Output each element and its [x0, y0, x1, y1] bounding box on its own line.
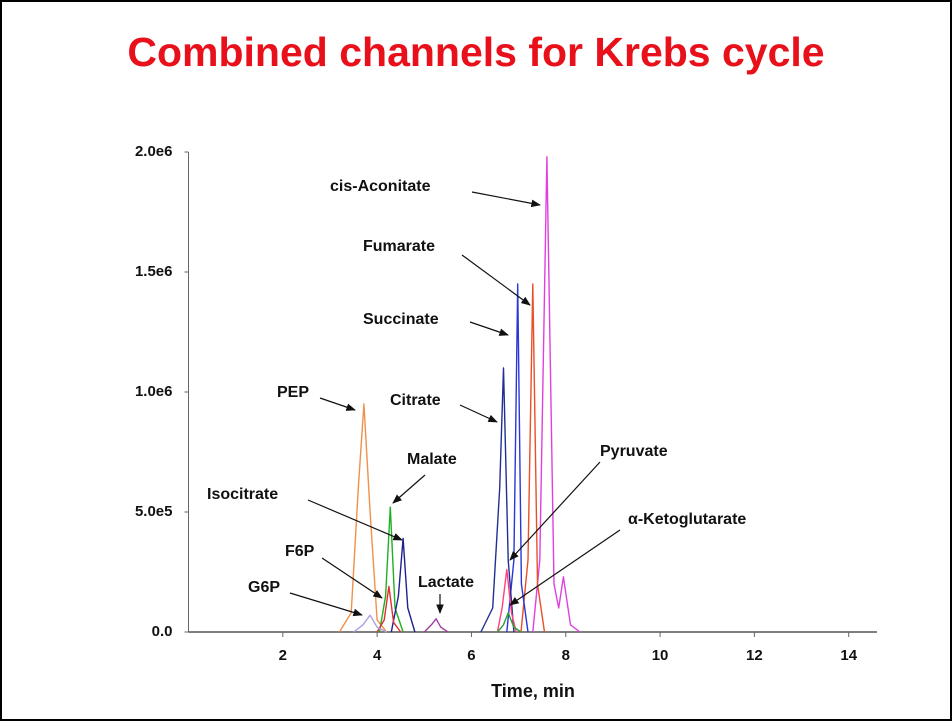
- annotation-arrow: [509, 461, 601, 561]
- x-tick-label: 6: [467, 647, 475, 664]
- annotation-arrow: [321, 557, 383, 599]
- chromatogram-trace: [423, 618, 449, 633]
- x-tick-label: 8: [562, 647, 570, 664]
- annotation-arrow: [471, 191, 541, 208]
- x-tick-label: 14: [840, 647, 857, 664]
- annotation-arrow: [461, 254, 531, 306]
- y-tick-label: 2.0e6: [135, 143, 173, 160]
- peak-label: Pyruvate: [600, 443, 668, 460]
- x-tick-label: 12: [746, 647, 763, 664]
- annotation-arrow: [469, 321, 509, 336]
- peak-label: Malate: [407, 451, 457, 468]
- chromatogram-trace: [480, 367, 515, 633]
- chart-title: Combined channels for Krebs cycle: [127, 29, 824, 75]
- chromatogram-trace: [378, 506, 404, 633]
- peak-label: F6P: [285, 543, 315, 560]
- chromatogram-trace: [520, 283, 546, 633]
- chromatogram-trace: [496, 568, 517, 633]
- x-tick-label: 2: [279, 647, 287, 664]
- annotation-arrow: [509, 529, 621, 606]
- chromatogram-trace: [532, 156, 581, 633]
- peak-label: Succinate: [363, 311, 439, 328]
- peak-label: PEP: [277, 384, 309, 401]
- chromatogram-trace: [376, 585, 402, 633]
- chromatogram-trace: [338, 403, 388, 633]
- peak-label: α-Ketoglutarate: [628, 511, 746, 528]
- chromatogram-trace: [390, 537, 416, 633]
- chromatogram-trace: [506, 283, 529, 633]
- annotation-arrow: [289, 592, 363, 617]
- annotation-arrow: [307, 499, 403, 541]
- x-axis-title: Time, min: [491, 681, 575, 701]
- annotation-arrow: [459, 404, 498, 423]
- y-tick-label: 0.0: [152, 623, 173, 640]
- peak-label: Citrate: [390, 392, 441, 409]
- peak-label: Isocitrate: [207, 486, 278, 503]
- x-tick-label: 4: [373, 647, 382, 664]
- annotation-arrow: [319, 397, 356, 411]
- plot: 0.0 5.0e5 1.0e6 1.5e6 2.0e6 2 4 6 8 10 12 14 cis-Aco…: [135, 143, 877, 664]
- chromatogram-trace: [496, 612, 522, 633]
- annotation-arrow: [392, 474, 426, 504]
- y-tick-label: 5.0e5: [135, 503, 173, 520]
- peak-label: Fumarate: [363, 238, 435, 255]
- chromatogram-trace: [353, 614, 387, 633]
- peak-label: Lactate: [418, 574, 474, 591]
- x-tick-label: 10: [652, 647, 669, 664]
- y-tick-label: 1.0e6: [135, 383, 173, 400]
- peak-label: cis-Aconitate: [330, 178, 431, 195]
- y-tick-label: 1.5e6: [135, 263, 173, 280]
- peak-label: G6P: [248, 579, 280, 596]
